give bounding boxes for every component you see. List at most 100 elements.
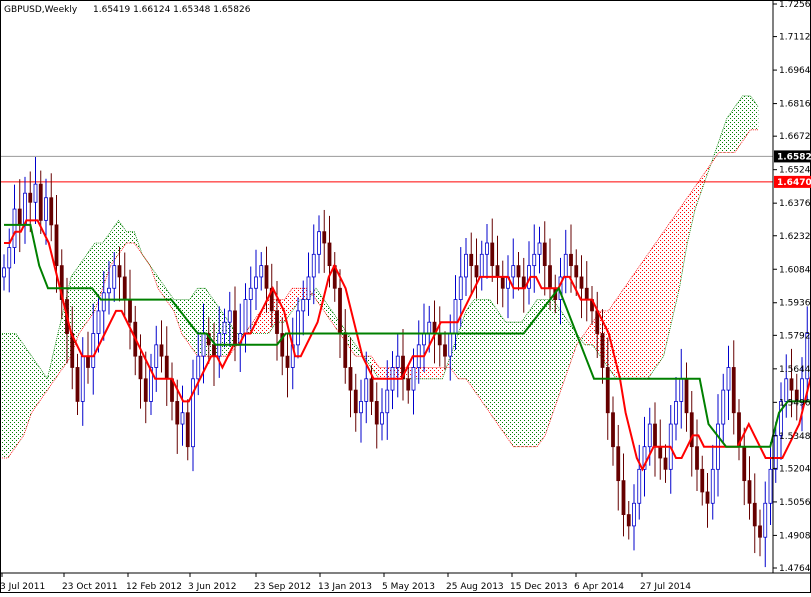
candle-body (349, 367, 352, 390)
candle (123, 253, 126, 316)
y-tick-label: 1.65240 (779, 166, 811, 176)
candle-body (654, 424, 657, 447)
kumo-bull-segment (450, 300, 584, 447)
candle (281, 317, 284, 375)
candle-body (622, 481, 625, 515)
candle (759, 510, 762, 557)
candle (664, 444, 667, 482)
candle-body (202, 334, 205, 357)
candle-body (412, 367, 415, 390)
candle (470, 233, 473, 296)
candle-body (706, 492, 709, 503)
x-tick-label: 5 May 2013 (382, 582, 435, 592)
x-tick-label: 23 Oct 2011 (62, 582, 118, 592)
candle-body (18, 209, 21, 225)
candle (612, 396, 615, 465)
chart-ohlc-readout: 1.65419 1.66124 1.65348 1.65826 (93, 5, 251, 15)
candle-body (423, 334, 426, 345)
candle (696, 420, 699, 492)
candle (627, 501, 630, 539)
candle (622, 453, 625, 536)
candle-body (491, 243, 494, 266)
candle-body (344, 334, 347, 368)
candle-body (318, 232, 321, 255)
candle (360, 380, 363, 443)
candle (654, 402, 657, 476)
candle (354, 374, 357, 432)
candle (675, 377, 678, 440)
candle-body (76, 367, 79, 401)
candle (764, 482, 767, 568)
candle (564, 230, 567, 293)
candle-body (601, 334, 604, 368)
level-price-label: 1.64700 (774, 176, 811, 188)
candle-body (323, 232, 326, 243)
candle (591, 286, 594, 324)
candle (543, 221, 546, 295)
candle (8, 229, 11, 293)
y-tick-label: 1.69640 (779, 66, 811, 76)
candle-body (34, 184, 37, 202)
x-tick-label: 3 Jun 2012 (188, 582, 236, 592)
candle (318, 215, 321, 273)
candle-body (627, 515, 630, 526)
candle-body (286, 356, 289, 367)
candle (522, 258, 525, 313)
horizontal-lines (0, 156, 773, 181)
candle (381, 388, 384, 440)
candle (244, 283, 247, 352)
candle (706, 473, 709, 528)
candle (738, 399, 741, 460)
candle-body (244, 300, 247, 334)
candle (92, 304, 95, 395)
candle-body (701, 469, 704, 492)
candle-body (580, 277, 583, 288)
candle-body (790, 379, 793, 390)
candle (150, 354, 153, 415)
candle (297, 297, 300, 358)
candle (753, 473, 756, 553)
candle-body (265, 266, 268, 289)
candle-body (260, 266, 263, 277)
candle-body (732, 367, 735, 412)
candle-body (549, 266, 552, 289)
candle-body (249, 288, 252, 299)
y-tick-label: 1.52040 (779, 464, 811, 474)
candle-body (533, 254, 536, 265)
candle (160, 320, 163, 372)
candle (690, 391, 693, 477)
candle (76, 354, 79, 415)
y-tick-label: 1.59360 (779, 299, 811, 309)
candle-body (675, 401, 678, 424)
candle (743, 428, 746, 505)
candle-body (680, 379, 683, 402)
x-tick-label: 12 Feb 2012 (126, 582, 182, 592)
candle-body (102, 293, 105, 311)
candle-body (108, 288, 111, 293)
candle (29, 171, 32, 232)
candle (181, 386, 184, 446)
candle-body (155, 345, 158, 368)
candle-body (438, 334, 441, 345)
candle (192, 360, 195, 471)
candle-body (29, 193, 32, 202)
candle (444, 331, 447, 369)
candle-body (307, 277, 310, 300)
candle-body (774, 435, 777, 469)
candle-body (55, 225, 58, 266)
candle-body (186, 413, 189, 447)
candle (333, 252, 336, 302)
candle-body (381, 413, 384, 424)
candle-body (575, 266, 578, 277)
candle-body (160, 345, 163, 356)
candle-body (276, 311, 279, 334)
candle-body (50, 198, 53, 225)
candle (87, 332, 90, 384)
candle (323, 210, 326, 273)
candle-body (638, 469, 641, 503)
candle-body (606, 367, 609, 412)
candle-body (354, 390, 357, 413)
candle (286, 334, 289, 397)
candle-body (617, 447, 620, 481)
